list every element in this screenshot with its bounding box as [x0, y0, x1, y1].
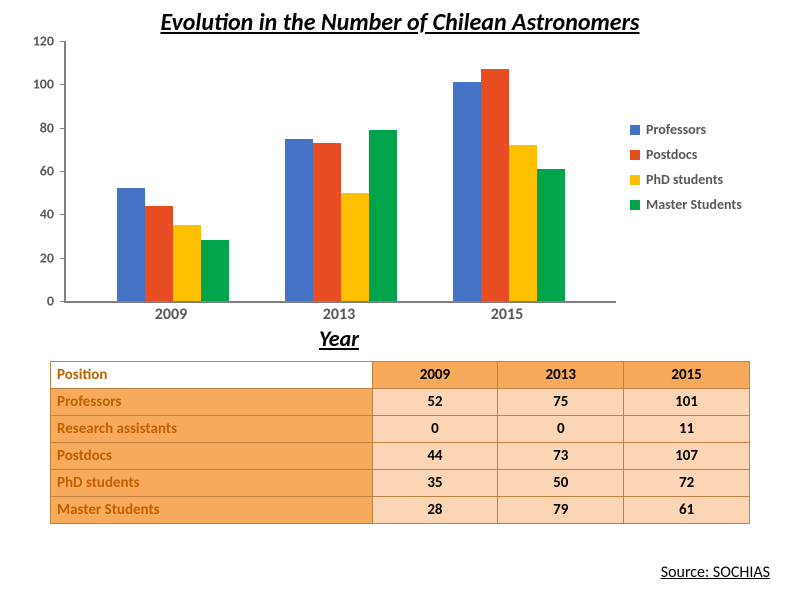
- table-header-year: 2009: [372, 362, 498, 389]
- legend-item: Postdocs: [630, 146, 780, 163]
- x-tick-label: 2009: [115, 305, 227, 324]
- legend-swatch: [630, 200, 640, 210]
- y-tick-mark: [60, 301, 66, 302]
- table-row-label: Professors: [51, 389, 373, 416]
- table-cell: 11: [624, 416, 750, 443]
- bar: [369, 130, 397, 301]
- table-header-year: 2015: [624, 362, 750, 389]
- table-row-label: Research assistants: [51, 416, 373, 443]
- table-row-label: PhD students: [51, 470, 373, 497]
- table-row-label: Master Students: [51, 497, 373, 524]
- bar-chart: 020406080100120 200920132015 Year Profes…: [20, 41, 780, 341]
- table-cell: 75: [498, 389, 624, 416]
- y-tick-label: 20: [40, 249, 54, 266]
- y-axis: 020406080100120: [20, 41, 60, 301]
- bar: [453, 82, 481, 301]
- y-tick-mark: [60, 171, 66, 172]
- bar: [313, 143, 341, 301]
- y-tick-label: 60: [40, 163, 54, 180]
- bar: [341, 193, 369, 301]
- bar: [285, 139, 313, 302]
- bar: [481, 69, 509, 301]
- bar: [145, 206, 173, 301]
- table-cell: 79: [498, 497, 624, 524]
- table-row-label: Postdocs: [51, 443, 373, 470]
- x-tick-label: 2015: [451, 305, 563, 324]
- y-tick-mark: [60, 214, 66, 215]
- legend-swatch: [630, 175, 640, 185]
- bar: [117, 188, 145, 301]
- y-tick-label: 80: [40, 119, 54, 136]
- x-axis-title: Year: [64, 325, 614, 352]
- table-row: Professors5275101: [51, 389, 750, 416]
- table-cell: 44: [372, 443, 498, 470]
- y-tick-label: 120: [33, 33, 54, 50]
- y-tick-label: 40: [40, 206, 54, 223]
- table-cell: 0: [372, 416, 498, 443]
- table-cell: 72: [624, 470, 750, 497]
- legend-item: Professors: [630, 121, 780, 138]
- bar: [201, 240, 229, 301]
- legend-label: Professors: [646, 121, 706, 138]
- source-label: Source: SOCHIAS: [661, 563, 770, 582]
- table-cell: 61: [624, 497, 750, 524]
- table-row: Master Students287961: [51, 497, 750, 524]
- data-table: Position200920132015Professors5275101Res…: [50, 361, 750, 524]
- table-row: Postdocs4473107: [51, 443, 750, 470]
- legend-swatch: [630, 150, 640, 160]
- y-tick-mark: [60, 128, 66, 129]
- legend-swatch: [630, 125, 640, 135]
- y-tick-label: 100: [33, 76, 54, 93]
- table-cell: 35: [372, 470, 498, 497]
- y-tick-mark: [60, 41, 66, 42]
- legend-label: Postdocs: [646, 146, 697, 163]
- table-cell: 73: [498, 443, 624, 470]
- bar: [537, 169, 565, 301]
- y-tick-label: 0: [47, 293, 54, 310]
- page-title: Evolution in the Number of Chilean Astro…: [0, 8, 800, 37]
- y-tick-mark: [60, 258, 66, 259]
- bar: [509, 145, 537, 301]
- table-row: PhD students355072: [51, 470, 750, 497]
- table-header-position: Position: [51, 362, 373, 389]
- table-cell: 0: [498, 416, 624, 443]
- table-cell: 101: [624, 389, 750, 416]
- plot-area: [64, 41, 616, 303]
- table-cell: 28: [372, 497, 498, 524]
- table-cell: 52: [372, 389, 498, 416]
- legend-label: Master Students: [646, 196, 742, 213]
- y-tick-mark: [60, 84, 66, 85]
- x-tick-label: 2013: [283, 305, 395, 324]
- legend: Professors Postdocs PhD students Master Stu…: [630, 121, 780, 221]
- bar: [173, 225, 201, 301]
- legend-label: PhD students: [646, 171, 723, 188]
- legend-item: PhD students: [630, 171, 780, 188]
- table-row: Research assistants0011: [51, 416, 750, 443]
- table-cell: 50: [498, 470, 624, 497]
- table-cell: 107: [624, 443, 750, 470]
- table-header-year: 2013: [498, 362, 624, 389]
- legend-item: Master Students: [630, 196, 780, 213]
